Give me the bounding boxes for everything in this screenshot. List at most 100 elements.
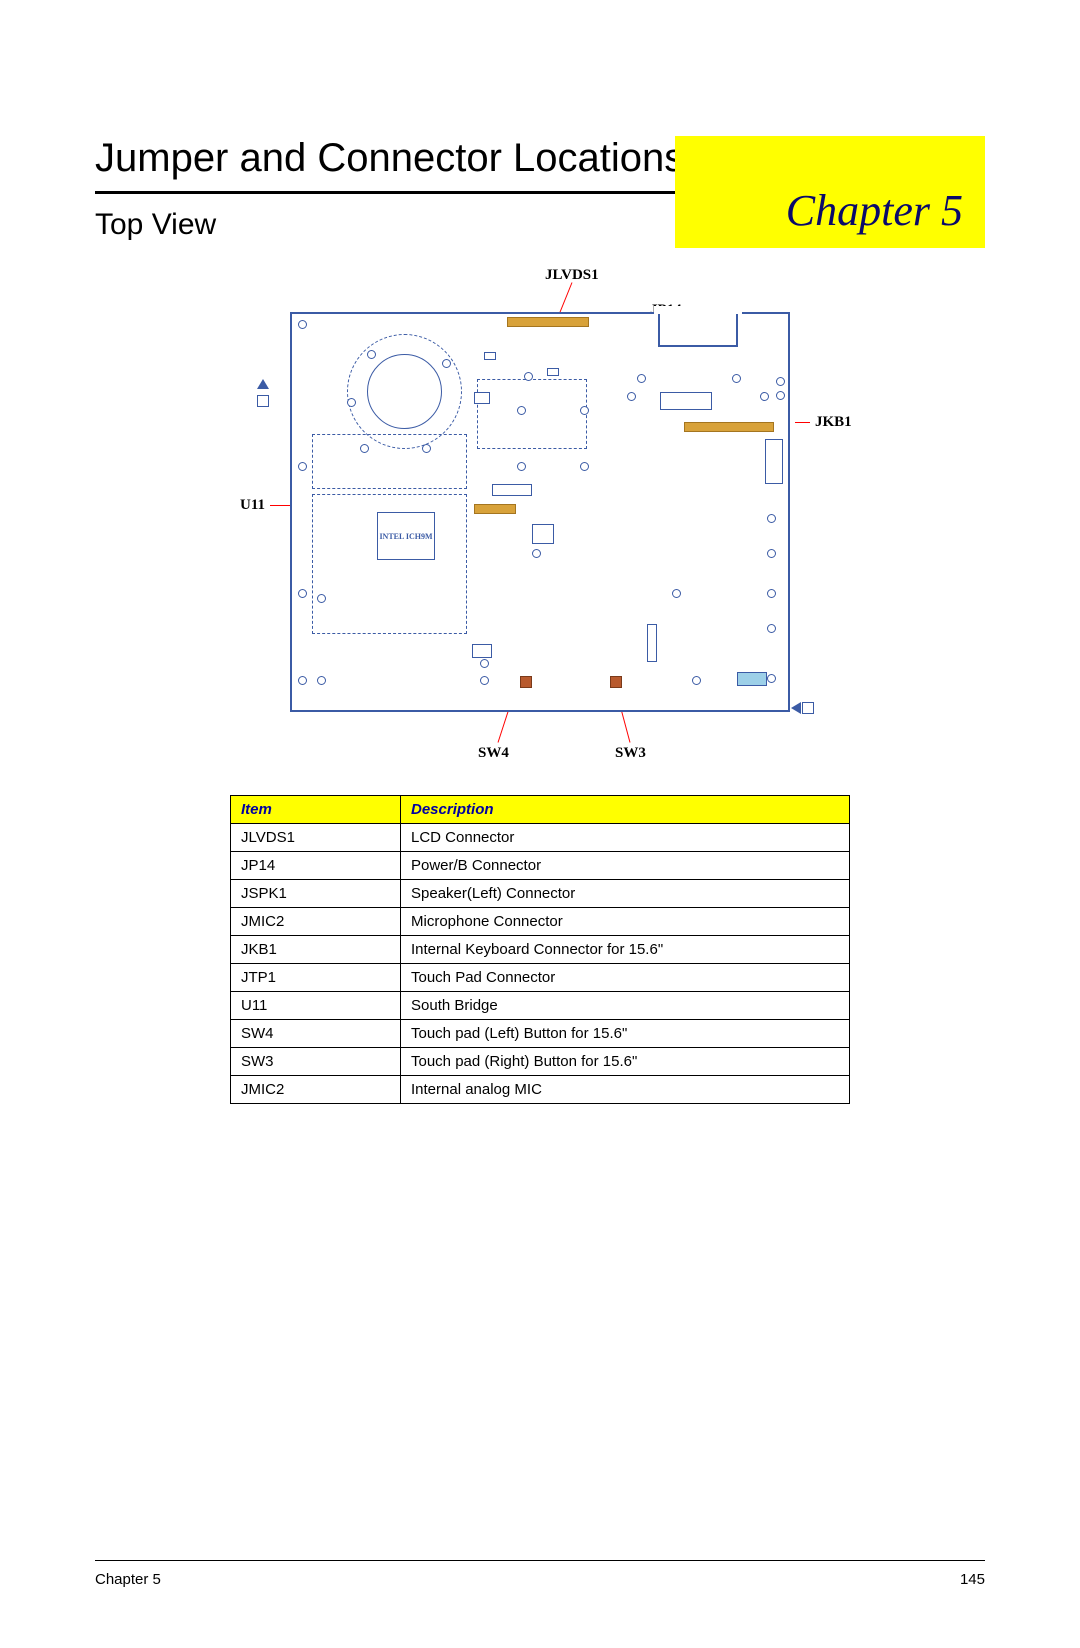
table-body: JLVDS1LCD ConnectorJP14Power/B Connector… [231,824,850,1104]
hole [317,676,326,685]
footer-right: 145 [960,1571,985,1588]
marker-box-right [802,702,814,714]
board-notch [658,312,738,347]
hole [524,372,533,381]
hole [760,392,769,401]
leader-jkb1 [795,422,810,423]
part-small-3 [492,484,532,496]
hole [298,462,307,471]
table-row: SW4Touch pad (Left) Button for 15.6" [231,1020,850,1048]
label-sw4: SW4 [478,745,509,762]
table-row: U11South Bridge [231,992,850,1020]
part-small-7 [647,624,657,662]
cell-desc: LCD Connector [401,824,850,852]
part-small-6 [765,439,783,484]
cell-item: JKB1 [231,936,401,964]
chapter-label: Chapter 5 [786,185,963,236]
cell-item: JSPK1 [231,880,401,908]
cell-desc: Power/B Connector [401,852,850,880]
page-footer: Chapter 5 145 [95,1560,985,1588]
hole [480,659,489,668]
cell-desc: Touch Pad Connector [401,964,850,992]
button-sw4 [520,676,532,688]
connector-jtp1 [474,504,516,514]
button-sw3 [610,676,622,688]
chip-south-bridge: INTEL ICH9M [377,512,435,560]
hole [517,406,526,415]
hole [580,462,589,471]
table-row: JMIC2Internal analog MIC [231,1076,850,1104]
hole [360,444,369,453]
label-sw3: SW3 [615,745,646,762]
diagram-container: JLVDS1 JP14 JSPK1 JMIC2 JKB1 U11 JTP1 SW… [95,267,985,767]
hole [298,320,307,329]
marker-triangle-right [791,702,801,714]
hole [480,676,489,685]
hole [767,549,776,558]
dashed-region-3 [477,379,587,449]
hole [517,462,526,471]
hole [767,589,776,598]
label-jkb1: JKB1 [815,414,852,431]
footer-left: Chapter 5 [95,1571,161,1588]
header-item: Item [231,796,401,824]
hole [692,676,701,685]
hole [442,359,451,368]
marker-box-left [257,395,269,407]
cell-desc: Speaker(Left) Connector [401,880,850,908]
hole [298,589,307,598]
connector-table: Item Description JLVDS1LCD ConnectorJP14… [230,795,850,1104]
cell-item: SW4 [231,1020,401,1048]
table-row: JP14Power/B Connector [231,852,850,880]
table-header-row: Item Description [231,796,850,824]
cell-desc: Internal Keyboard Connector for 15.6" [401,936,850,964]
header-desc: Description [401,796,850,824]
cell-desc: South Bridge [401,992,850,1020]
hole [767,674,776,683]
table-row: JTP1Touch Pad Connector [231,964,850,992]
hole [767,514,776,523]
connector-jkb1 [684,422,774,432]
hole [732,374,741,383]
board-diagram: JLVDS1 JP14 JSPK1 JMIC2 JKB1 U11 JTP1 SW… [210,267,870,767]
page-content: Jumper and Connector Locations Top View … [0,136,1080,1104]
cell-item: JMIC2 [231,908,401,936]
label-u11: U11 [240,497,265,514]
fan-region-inner [367,354,442,429]
chapter-tab: Chapter 5 [675,136,985,248]
hole [347,398,356,407]
cell-item: JLVDS1 [231,824,401,852]
table-row: JLVDS1LCD Connector [231,824,850,852]
hole [367,350,376,359]
hole [627,392,636,401]
table-row: SW3Touch pad (Right) Button for 15.6" [231,1048,850,1076]
cell-item: JP14 [231,852,401,880]
connector-table-wrap: Item Description JLVDS1LCD ConnectorJP14… [230,795,850,1104]
board-outline: INTEL ICH9M [290,312,790,712]
hole [422,444,431,453]
hole [767,624,776,633]
part-small-4 [532,524,554,544]
dashed-region-1 [312,434,467,489]
hole [580,406,589,415]
cell-item: U11 [231,992,401,1020]
part-small-5 [472,644,492,658]
connector-jlvds1 [507,317,589,327]
table-row: JMIC2Microphone Connector [231,908,850,936]
part-jspk1 [484,352,496,360]
hole [776,377,785,386]
table-row: JKB1Internal Keyboard Connector for 15.6… [231,936,850,964]
hole [672,589,681,598]
cell-desc: Touch pad (Left) Button for 15.6" [401,1020,850,1048]
hole [637,374,646,383]
part-jp14-box [660,392,712,410]
hole [532,549,541,558]
chip-text: INTEL ICH9M [379,532,432,541]
cell-item: SW3 [231,1048,401,1076]
part-small-8 [737,672,767,686]
cell-item: JMIC2 [231,1076,401,1104]
hole [776,391,785,400]
part-jmic2 [547,368,559,376]
cell-desc: Touch pad (Right) Button for 15.6" [401,1048,850,1076]
hole [317,594,326,603]
